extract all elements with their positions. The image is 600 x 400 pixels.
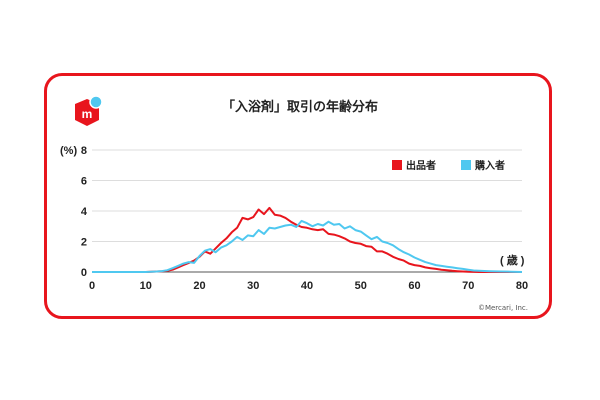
y-tick-label: 0 (81, 267, 87, 279)
x-axis-label: ( 歳 ) (500, 253, 525, 267)
x-tick-label: 50 (355, 280, 367, 292)
legend-swatch-1 (392, 160, 402, 170)
copyright-text: ©Mercari, Inc. (477, 304, 528, 312)
x-tick-label: 10 (140, 280, 152, 292)
series-line-2 (92, 219, 523, 273)
x-tick-label: 70 (462, 280, 474, 292)
x-tick-label: 40 (301, 280, 313, 292)
legend-label-2: 購入者 (474, 159, 505, 172)
x-tick-label: 30 (247, 280, 259, 292)
series-line-1 (92, 206, 522, 273)
x-tick-label: 0 (89, 280, 95, 292)
x-tick-label: 60 (408, 280, 420, 292)
chart-title: 「入浴剤」取引の年齢分布 (221, 100, 378, 115)
y-tick-label: 6 (81, 176, 87, 188)
y-axis-label: (%) (60, 145, 77, 157)
y-tick-label: 4 (81, 206, 88, 218)
legend-label-1: 出品者 (406, 159, 436, 172)
x-tick-label: 20 (193, 280, 205, 292)
svg-text:m: m (82, 107, 93, 121)
mercari-logo-icon: m (75, 95, 103, 126)
x-tick-label: 80 (516, 280, 528, 292)
y-tick-label: 8 (81, 145, 87, 157)
chart-card (44, 73, 552, 319)
y-tick-label: 2 (81, 237, 87, 249)
legend-swatch-2 (461, 160, 471, 170)
